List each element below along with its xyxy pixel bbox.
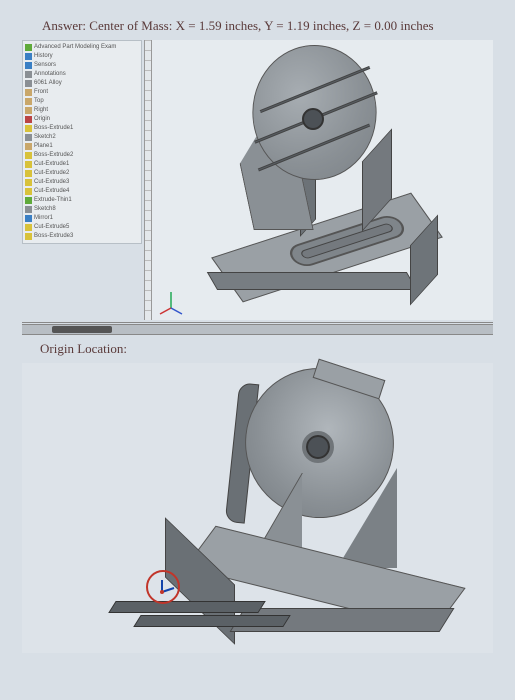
tree-item[interactable]: Top xyxy=(23,97,141,106)
tree-item-label: Sensors xyxy=(34,61,56,70)
red-feature-icon xyxy=(25,116,32,123)
answer-y-label: Y = xyxy=(264,18,284,33)
tree-item[interactable]: Front xyxy=(23,88,141,97)
feature-tree[interactable]: Advanced Part Modeling ExamHistorySensor… xyxy=(22,40,142,244)
tree-item[interactable]: Advanced Part Modeling Exam xyxy=(23,43,141,52)
yellow-feature-icon xyxy=(25,179,32,186)
tree-item[interactable]: Boss-Extrude2 xyxy=(23,151,141,160)
tree-item[interactable]: Annotations xyxy=(23,70,141,79)
blue-feature-icon xyxy=(25,53,32,60)
tree-item[interactable]: Sketch8 xyxy=(23,205,141,214)
tree-item[interactable]: 6061 Alloy xyxy=(23,79,141,88)
tree-item[interactable]: Sensors xyxy=(23,61,141,70)
tree-item[interactable]: Sketch2 xyxy=(23,133,141,142)
green-feature-icon xyxy=(25,197,32,204)
yellow-feature-icon xyxy=(25,188,32,195)
blue-feature-icon xyxy=(25,215,32,222)
yellow-feature-icon xyxy=(25,125,32,132)
tree-item-label: History xyxy=(34,52,53,61)
tan-feature-icon xyxy=(25,107,32,114)
tree-item-label: Top xyxy=(34,97,44,106)
tree-item[interactable]: Boss-Extrude1 xyxy=(23,124,141,133)
yellow-feature-icon xyxy=(25,161,32,168)
origin-triad-icon xyxy=(156,578,176,598)
yellow-feature-icon xyxy=(25,233,32,240)
tree-item-label: Plane1 xyxy=(34,142,53,151)
answer-y-value: 1.19 inches, xyxy=(287,18,349,33)
tree-item-label: Boss-Extrude1 xyxy=(34,124,73,133)
tree-item[interactable]: Cut-Extrude5 xyxy=(23,223,141,232)
answer-line: Answer: Center of Mass: X = 1.59 inches,… xyxy=(42,18,493,34)
tree-item-label: Sketch8 xyxy=(34,205,56,214)
tree-item[interactable]: Boss-Extrude3 xyxy=(23,232,141,241)
tree-item-label: Advanced Part Modeling Exam xyxy=(34,43,116,52)
tree-item[interactable]: Cut-Extrude1 xyxy=(23,160,141,169)
answer-z-label: Z = xyxy=(353,18,372,33)
tree-item[interactable]: Mirror1 xyxy=(23,214,141,223)
tree-item[interactable]: Plane1 xyxy=(23,142,141,151)
base-underside-groove xyxy=(133,615,290,627)
tree-item-label: Cut-Extrude1 xyxy=(34,160,69,169)
tree-item-label: Cut-Extrude5 xyxy=(34,223,69,232)
tree-item-label: Front xyxy=(34,88,48,97)
view-triad-icon xyxy=(156,286,186,316)
tree-item-label: 6061 Alloy xyxy=(34,79,62,88)
gray-feature-icon xyxy=(25,71,32,78)
yellow-feature-icon xyxy=(25,152,32,159)
tree-item-label: Cut-Extrude3 xyxy=(34,178,69,187)
answer-label: Answer: Center of Mass: xyxy=(42,18,172,33)
disc-center-hole xyxy=(302,108,324,130)
gray-feature-icon xyxy=(25,134,32,141)
gray-feature-icon xyxy=(25,206,32,213)
answer-x-value: 1.59 inches, xyxy=(199,18,261,33)
tree-item-label: Sketch2 xyxy=(34,133,56,142)
disc-center-hole-back xyxy=(302,431,334,463)
answer-z-value: 0.00 inches xyxy=(374,18,433,33)
tree-item-label: Boss-Extrude2 xyxy=(34,151,73,160)
model-bracket-top xyxy=(192,50,452,300)
gray-feature-icon xyxy=(25,80,32,87)
tree-item[interactable]: History xyxy=(23,52,141,61)
tree-item-label: Boss-Extrude3 xyxy=(34,232,73,241)
tree-item-label: Right xyxy=(34,106,48,115)
tree-item[interactable]: Right xyxy=(23,106,141,115)
tan-feature-icon xyxy=(25,89,32,96)
tree-item[interactable]: Cut-Extrude2 xyxy=(23,169,141,178)
tree-item-label: Annotations xyxy=(34,70,66,79)
tan-feature-icon xyxy=(25,98,32,105)
tree-item-label: Extrude-Thin1 xyxy=(34,196,72,205)
answer-x-label: X = xyxy=(176,18,196,33)
yellow-feature-icon xyxy=(25,224,32,231)
tree-item[interactable]: Cut-Extrude4 xyxy=(23,187,141,196)
viewport-isometric-bottom[interactable] xyxy=(22,363,493,653)
yellow-feature-icon xyxy=(25,170,32,177)
blue-feature-icon xyxy=(25,62,32,69)
viewport-isometric-top[interactable] xyxy=(152,40,493,320)
tan-feature-icon xyxy=(25,143,32,150)
tree-item-label: Origin xyxy=(34,115,50,124)
green-feature-icon xyxy=(25,44,32,51)
tree-item[interactable]: Extrude-Thin1 xyxy=(23,196,141,205)
base-underside-groove xyxy=(108,601,265,613)
model-tab-bar[interactable] xyxy=(22,325,493,335)
base-front-face xyxy=(207,272,417,290)
origin-caption: Origin Location: xyxy=(40,341,493,357)
tree-item[interactable]: Cut-Extrude3 xyxy=(23,178,141,187)
tree-item-label: Cut-Extrude2 xyxy=(34,169,69,178)
tree-item-label: Mirror1 xyxy=(34,214,53,223)
tree-item-label: Cut-Extrude4 xyxy=(34,187,69,196)
tree-item[interactable]: Origin xyxy=(23,115,141,124)
vertical-ruler xyxy=(144,40,152,320)
